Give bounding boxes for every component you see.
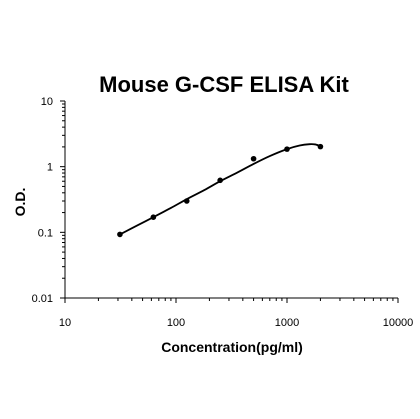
data-point	[150, 214, 157, 221]
x-tick-label: 1000	[275, 317, 299, 329]
chart-title: Mouse G-CSF ELISA Kit	[99, 72, 349, 97]
axes	[64, 101, 398, 299]
y-axis-label: O.D.	[12, 188, 28, 217]
x-axis-ticks: 10 100 1000 10000	[59, 298, 413, 329]
y-tick-label: 1	[47, 162, 53, 174]
y-tick-label: 0.1	[38, 227, 53, 239]
data-point	[250, 155, 257, 162]
data-point	[317, 143, 324, 150]
fit-curve-group	[119, 143, 321, 236]
data-point	[117, 231, 123, 238]
x-tick-label: 10000	[383, 317, 414, 329]
data-point	[284, 146, 290, 152]
y-tick-label: 0.01	[32, 293, 53, 305]
y-tick-label: 10	[41, 96, 53, 108]
x-axis-label: Concentration(pg/ml)	[161, 339, 303, 355]
fit-curve-line	[119, 143, 321, 236]
data-point	[183, 198, 190, 204]
y-axis-ticks: 0.01 0.1 1 10	[32, 96, 65, 305]
x-tick-label: 100	[167, 317, 185, 329]
data-points	[117, 143, 324, 238]
data-point	[217, 177, 223, 184]
x-tick-label: 10	[59, 317, 71, 329]
